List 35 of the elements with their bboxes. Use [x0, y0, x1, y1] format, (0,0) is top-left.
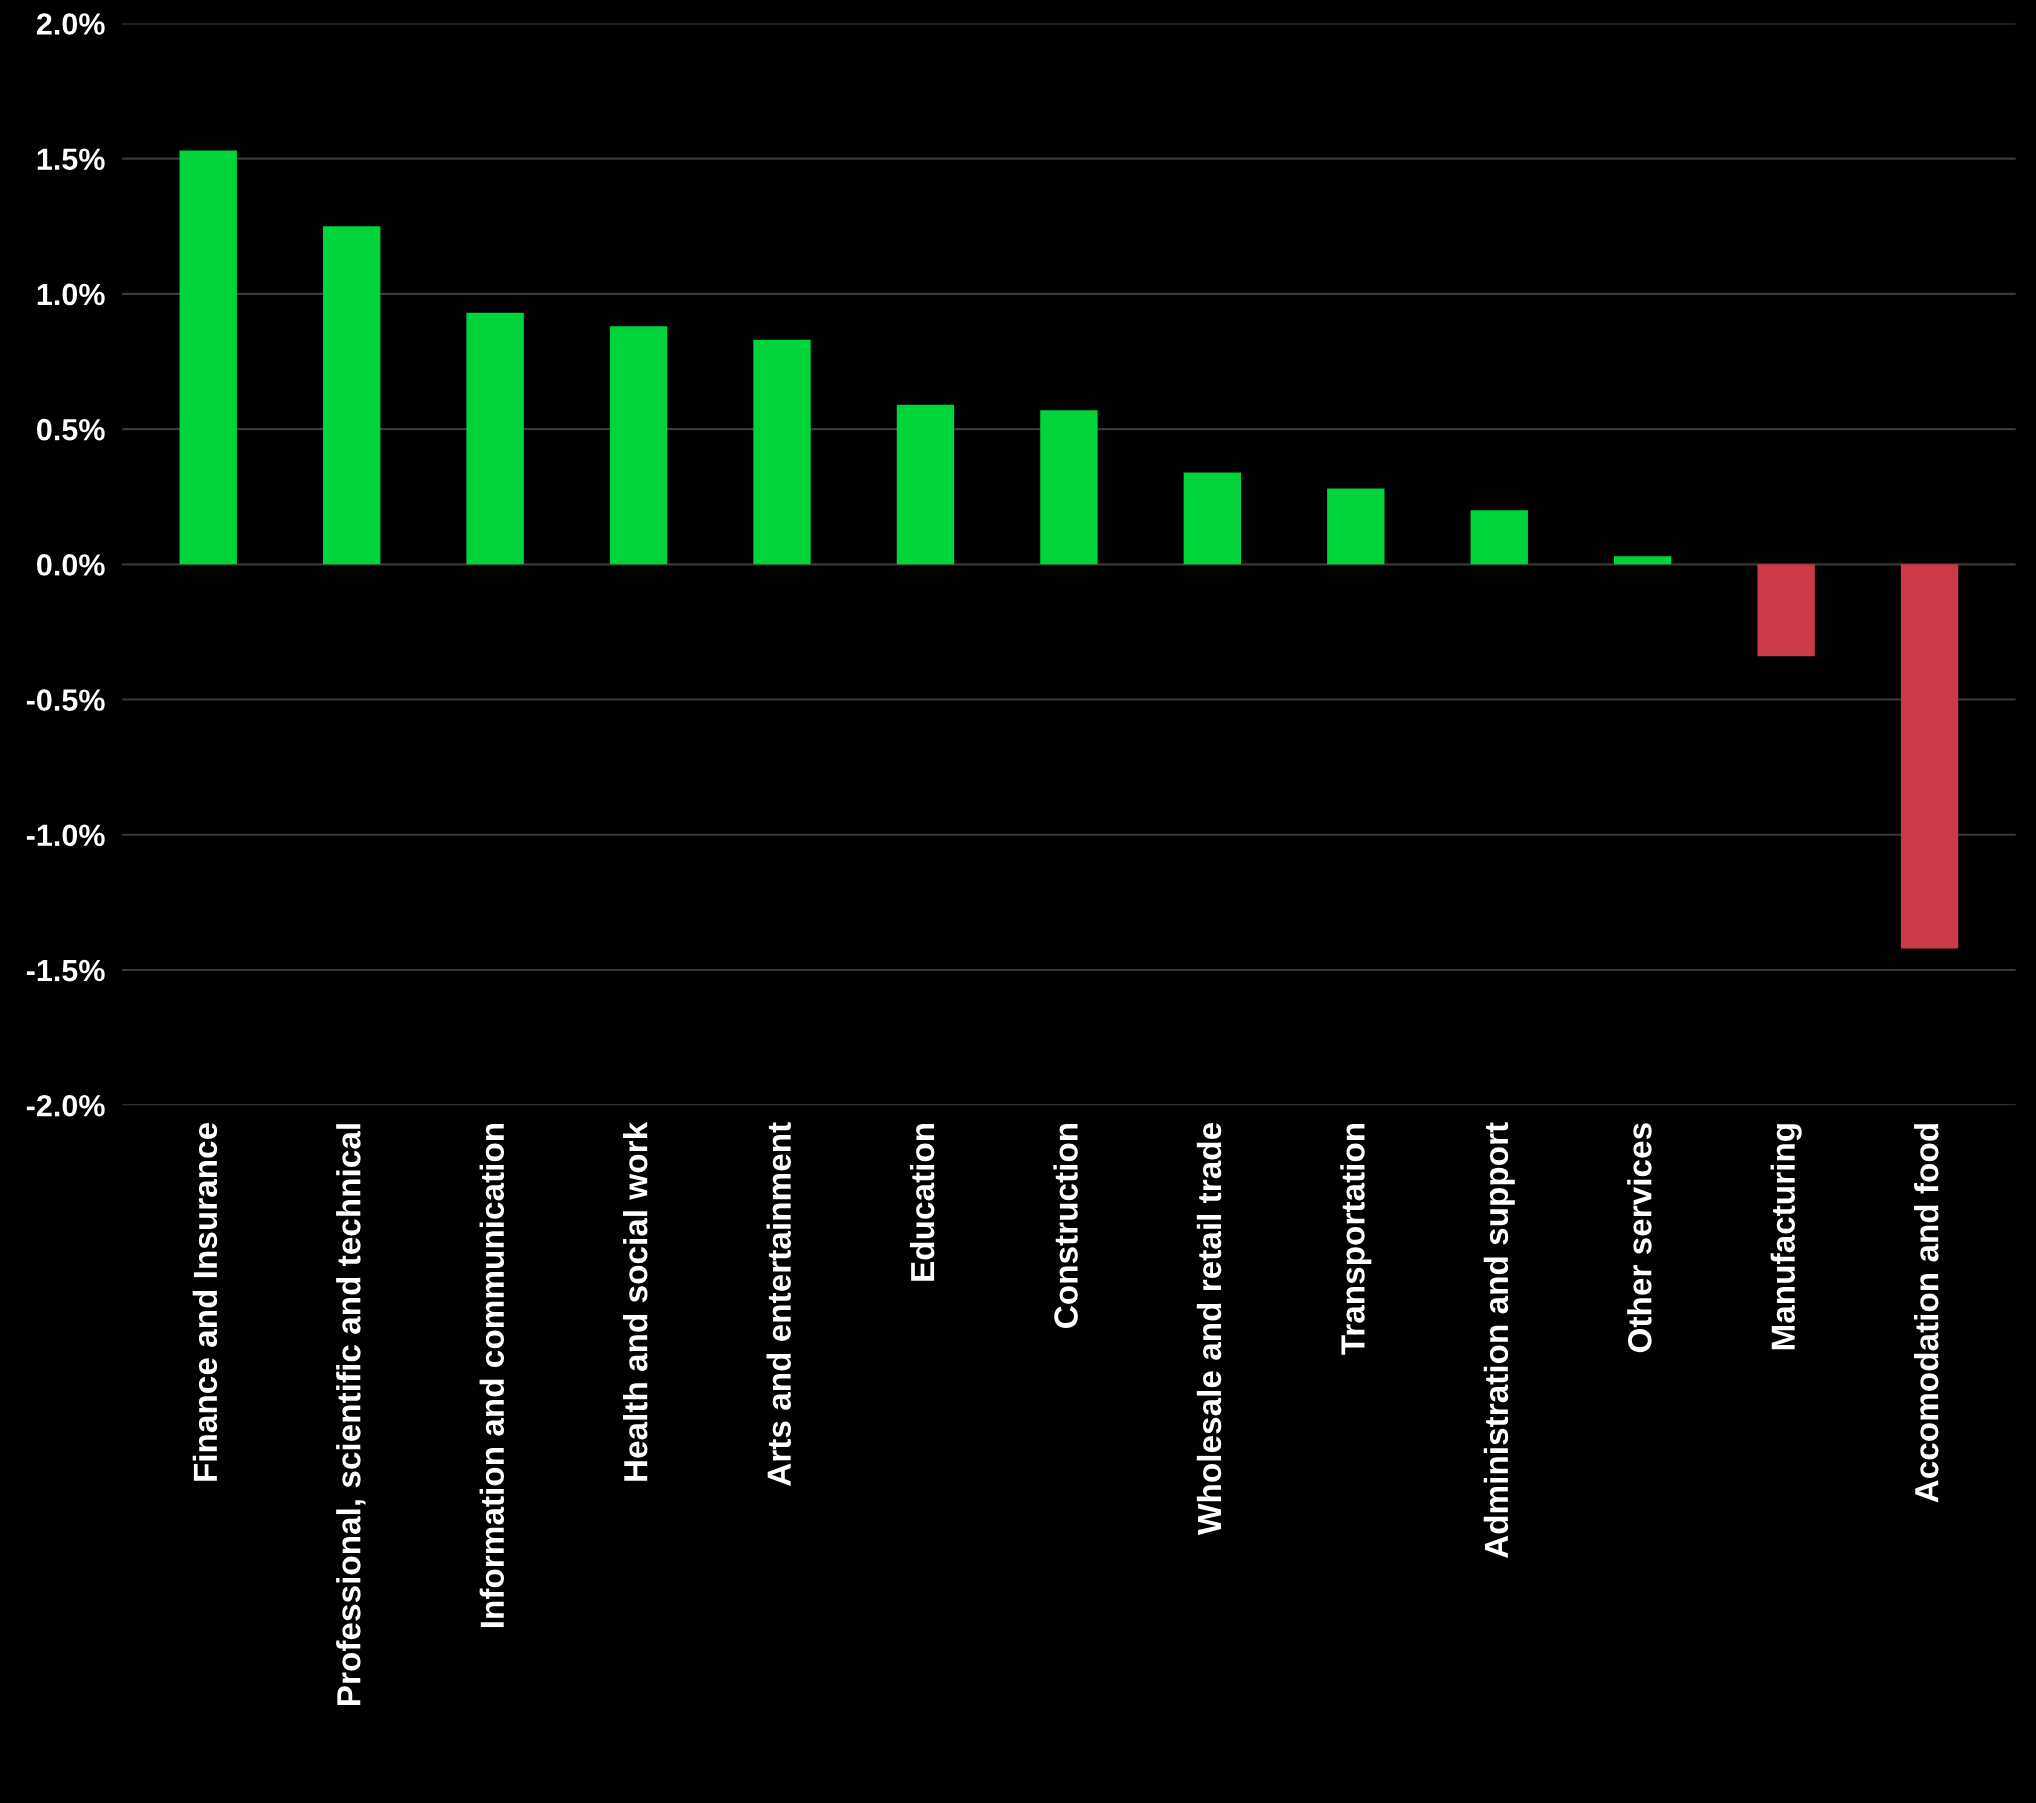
bar: [753, 339, 811, 565]
y-tick-label: 0.5%: [37, 418, 105, 441]
x-tick-label: Transportation: [1340, 1123, 1372, 1355]
bar: [1327, 488, 1385, 565]
x-tick-label: Construction: [1053, 1123, 1078, 1328]
y-tick-label: 1.0%: [37, 283, 105, 306]
y-tick-label: 1.5%: [37, 148, 105, 171]
y-tick-label: -2.0%: [26, 1094, 105, 1117]
x-tick-label: Manufacturing: [1770, 1124, 1802, 1350]
bar: [1613, 556, 1672, 565]
y-tick-label: -1.0%: [26, 824, 105, 847]
bar: [1900, 564, 1959, 949]
x-tick-label: Administration and support: [1483, 1122, 1515, 1559]
x-tick-label: Information and communication: [479, 1123, 505, 1628]
x-tick-label: Professional, scientific and technical: [336, 1124, 366, 1705]
bar: [322, 226, 381, 565]
x-tick-label: Wholesale and retail trade: [1196, 1123, 1222, 1535]
x-tick-label: Other services: [1627, 1123, 1652, 1353]
bar: [466, 312, 524, 565]
bar: [1757, 564, 1815, 657]
x-tick-label: Health and social work: [623, 1121, 648, 1481]
x-tick-label: Finance and Insurance: [192, 1123, 218, 1481]
x-tick-label: Accomodation and food: [1914, 1124, 1939, 1503]
bar: [609, 326, 668, 565]
bar: [1470, 510, 1528, 565]
bar: [179, 150, 237, 565]
y-tick-label: -0.5%: [26, 689, 105, 711]
y-tick-label: 0.0%: [37, 554, 105, 576]
bar: [1040, 410, 1098, 565]
x-tick-label: Arts and entertainment: [766, 1122, 791, 1486]
bar: [896, 404, 955, 565]
y-tick-label: 2.0%: [36, 13, 105, 35]
y-tick-label: -1.5%: [26, 959, 105, 982]
x-tick-label: Education: [909, 1123, 935, 1281]
bar: [1183, 472, 1242, 565]
